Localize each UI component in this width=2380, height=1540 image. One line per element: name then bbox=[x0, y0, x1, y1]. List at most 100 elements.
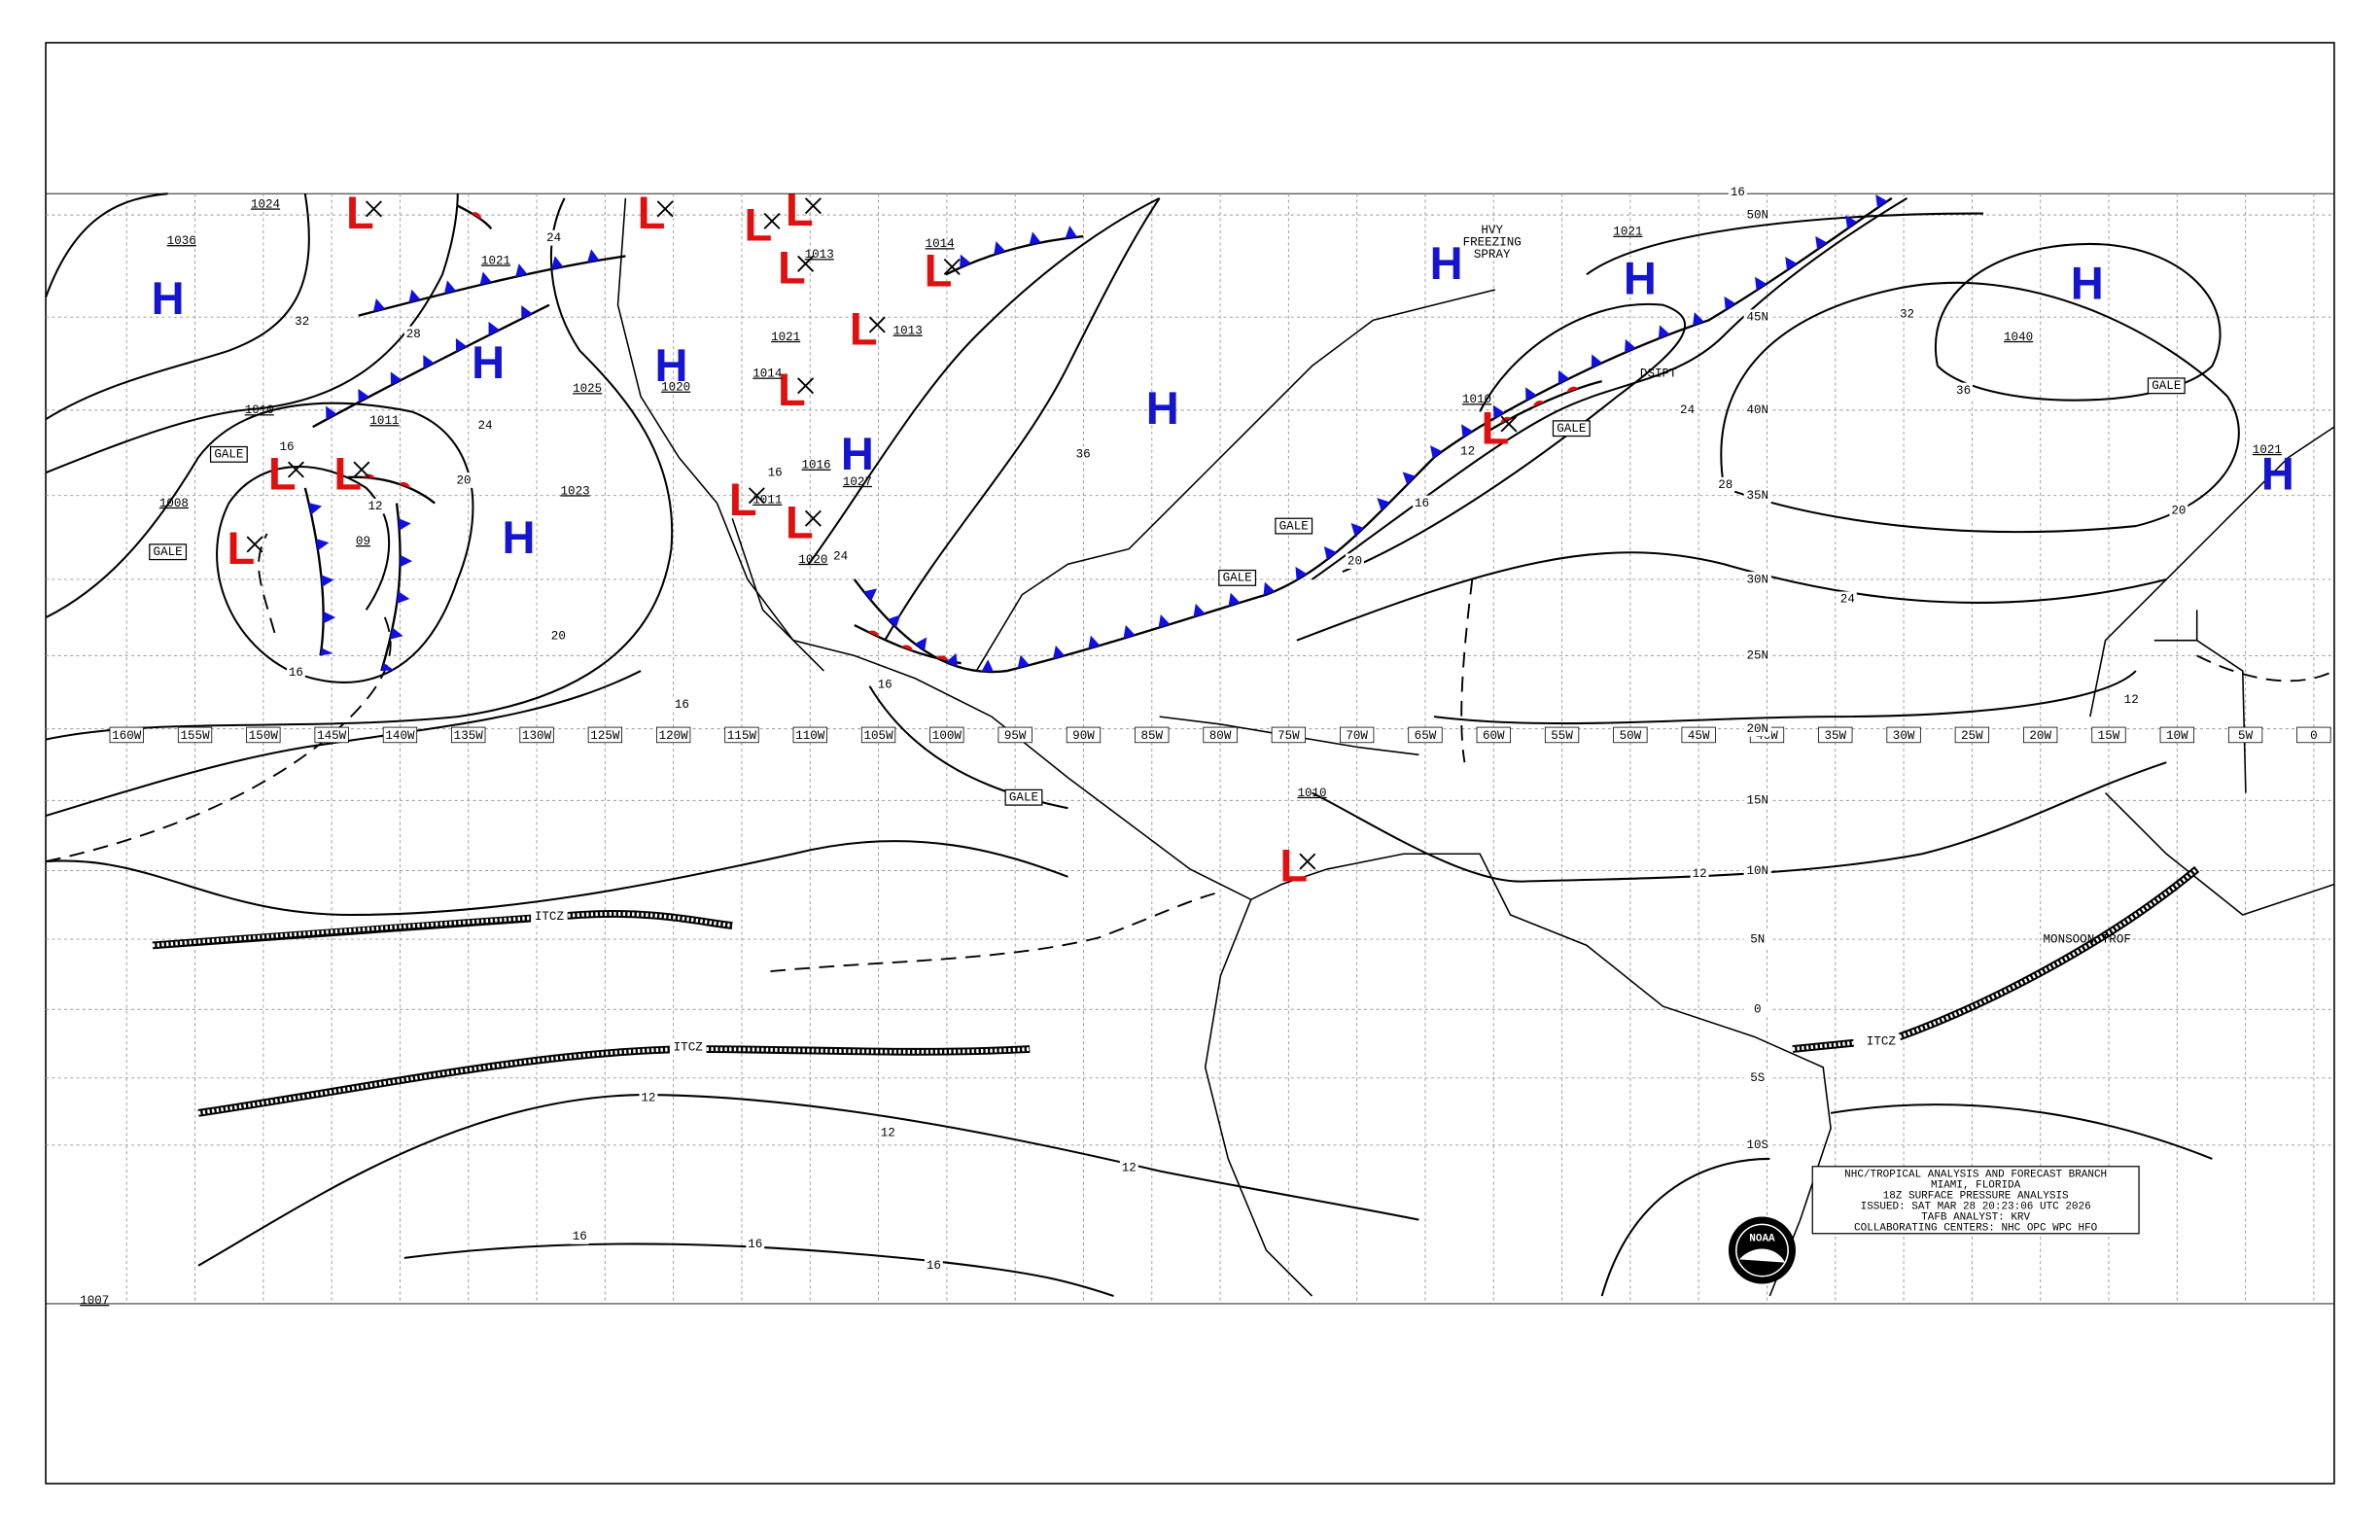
longitude-label: 105W bbox=[863, 729, 893, 743]
isobar-label-bg bbox=[2169, 503, 2188, 519]
low-center-x bbox=[763, 212, 781, 229]
gale-box bbox=[1275, 517, 1313, 535]
cold-front-pip bbox=[308, 503, 323, 515]
noaa-logo-ring bbox=[1734, 1223, 1789, 1278]
longitude-label-box bbox=[998, 726, 1032, 744]
isobar-label: 28 bbox=[1718, 478, 1732, 492]
warm-front-pip bbox=[471, 212, 482, 220]
longitude-label: 75W bbox=[1278, 729, 1300, 743]
longitude-label: 115W bbox=[727, 729, 757, 743]
isobar-label-bg bbox=[1678, 402, 1697, 418]
high-center: H bbox=[2261, 447, 2294, 499]
isobar-label: 16 bbox=[748, 1238, 762, 1251]
itcz-label-bg bbox=[531, 908, 568, 925]
gale-label: GALE bbox=[1557, 422, 1586, 436]
gale-box bbox=[1004, 788, 1043, 806]
gale-label: GALE bbox=[1009, 791, 1038, 805]
longitude-label-box bbox=[2296, 726, 2331, 744]
cold-front-pip bbox=[1377, 498, 1390, 511]
freezing-spray-label: SPRAY bbox=[1474, 248, 1511, 262]
longitude-label-box bbox=[2091, 726, 2126, 744]
isobar-label-bg bbox=[924, 1257, 943, 1274]
pressure-label: 1010 bbox=[1462, 393, 1491, 406]
cold-front-pip bbox=[960, 254, 971, 268]
isobar-label: 24 bbox=[1680, 403, 1695, 417]
cold-front-pip bbox=[423, 355, 435, 369]
cold-front-pip bbox=[1402, 472, 1417, 485]
longitude-label: 125W bbox=[590, 729, 620, 743]
latitude-label-box bbox=[1743, 792, 1771, 809]
longitude-label-box bbox=[1203, 726, 1238, 744]
freezing-spray-label: HVY bbox=[1481, 224, 1503, 237]
longitude-label-box bbox=[382, 726, 418, 744]
pressure-label: 1023 bbox=[561, 484, 590, 498]
longitude-label: 35W bbox=[1824, 729, 1846, 743]
longitude-label: 30W bbox=[1893, 729, 1915, 743]
pressure-label: 1020 bbox=[661, 381, 690, 395]
cold-front-pip bbox=[443, 280, 457, 295]
cold-front-pip bbox=[320, 648, 333, 656]
isobar-label-bg bbox=[277, 438, 297, 455]
isobar-label: 36 bbox=[1956, 384, 1971, 398]
latitude-label: 15N bbox=[1746, 794, 1768, 808]
gale-label: GALE bbox=[1223, 572, 1252, 585]
latitude-label: 0 bbox=[1754, 1003, 1762, 1017]
latitude-label-box bbox=[1743, 1137, 1771, 1153]
cold-front-pip bbox=[1029, 231, 1041, 245]
latitude-label-box bbox=[1743, 1001, 1771, 1018]
longitude-label-box bbox=[656, 726, 691, 744]
cold-front-pip bbox=[1658, 325, 1670, 339]
latitude-label: 40N bbox=[1746, 403, 1768, 417]
warm-front-pip bbox=[901, 645, 913, 651]
low-center-x bbox=[797, 255, 815, 272]
longitude-label: 10W bbox=[2166, 729, 2188, 743]
pressure-label: 1020 bbox=[798, 553, 827, 567]
low-center-x bbox=[868, 316, 886, 333]
latitude-label-box bbox=[1743, 487, 1771, 504]
logo-text: NOAA bbox=[1749, 1233, 1775, 1244]
cold-front-pip bbox=[981, 659, 995, 673]
isobar-label-bg bbox=[1728, 184, 1747, 200]
isobar-label: 12 bbox=[1122, 1162, 1137, 1175]
high-center: H bbox=[2071, 257, 2104, 308]
isobar-label: 20 bbox=[457, 473, 472, 487]
latitude-label: 50N bbox=[1746, 208, 1768, 222]
pressure-label: 1014 bbox=[926, 237, 955, 251]
gale-label: GALE bbox=[2152, 379, 2181, 393]
longitude-label: 15W bbox=[2098, 729, 2120, 743]
isobar-label-bg bbox=[403, 326, 423, 342]
longitude-label: 45W bbox=[1688, 729, 1710, 743]
title-line: NHC/TROPICAL ANALYSIS AND FORECAST BRANC… bbox=[1844, 1170, 2107, 1181]
coastlines bbox=[616, 197, 2335, 1297]
longitude-label-box bbox=[1613, 726, 1648, 744]
pressure-label: 1007 bbox=[80, 1294, 109, 1308]
low-center-x bbox=[804, 509, 822, 527]
isobar-label: 20 bbox=[2171, 505, 2186, 518]
latitude-label-box bbox=[1743, 862, 1771, 879]
pressure-label: 1021 bbox=[2253, 443, 2282, 457]
latitude-label-box bbox=[1743, 207, 1771, 223]
isobar-label-bg bbox=[1838, 591, 1857, 608]
longitude-label: 70W bbox=[1346, 729, 1368, 743]
longitude-label: 80W bbox=[1209, 729, 1232, 743]
longitude-label-box bbox=[792, 726, 827, 744]
gale-label: GALE bbox=[214, 448, 243, 462]
isobar-label-bg bbox=[878, 1125, 897, 1141]
longitude-label: 85W bbox=[1140, 729, 1163, 743]
longitude-label-box bbox=[519, 726, 554, 744]
cold-front-pip bbox=[946, 652, 958, 667]
low-center-x bbox=[797, 377, 815, 395]
longitude-label-box bbox=[2023, 726, 2058, 744]
latitude-label-box bbox=[1743, 402, 1771, 418]
low-center-x bbox=[1299, 853, 1316, 870]
high-center: H bbox=[654, 339, 687, 391]
pressure-label: 1021 bbox=[771, 331, 800, 344]
longitude-label: 160W bbox=[112, 729, 142, 743]
itcz-label: ITCZ bbox=[1867, 1034, 1897, 1048]
itcz-label-bg bbox=[669, 1039, 707, 1056]
cold-front-pip bbox=[587, 249, 600, 262]
isobars bbox=[45, 192, 2240, 1298]
longitude-label: 155W bbox=[180, 729, 210, 743]
high-center: H bbox=[1146, 382, 1179, 434]
pressure-label: 1021 bbox=[481, 254, 510, 267]
